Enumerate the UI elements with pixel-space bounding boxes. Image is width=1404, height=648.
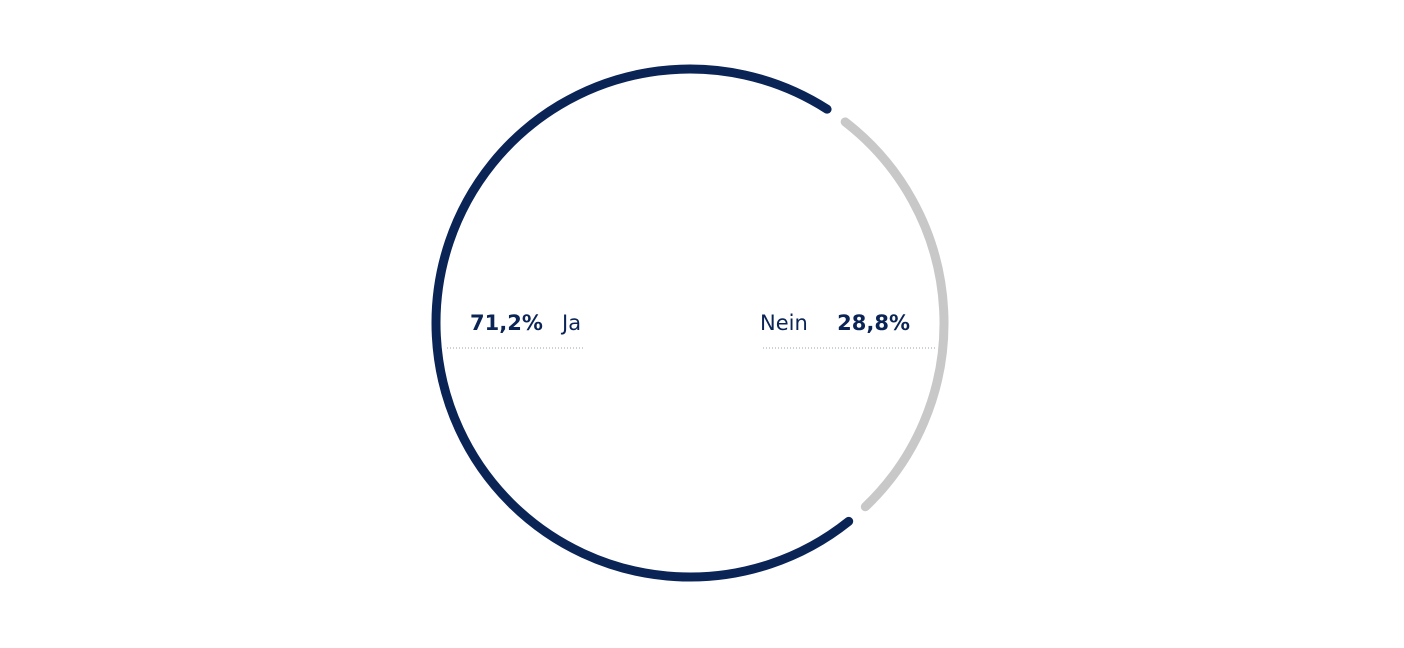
donut-segment: [840, 117, 949, 512]
value-label: 71,2%: [470, 311, 543, 335]
value-label: 28,8%: [837, 311, 910, 335]
donut-segment: [431, 64, 854, 582]
category-label: Nein: [760, 311, 808, 335]
category-label: Ja: [560, 311, 581, 335]
